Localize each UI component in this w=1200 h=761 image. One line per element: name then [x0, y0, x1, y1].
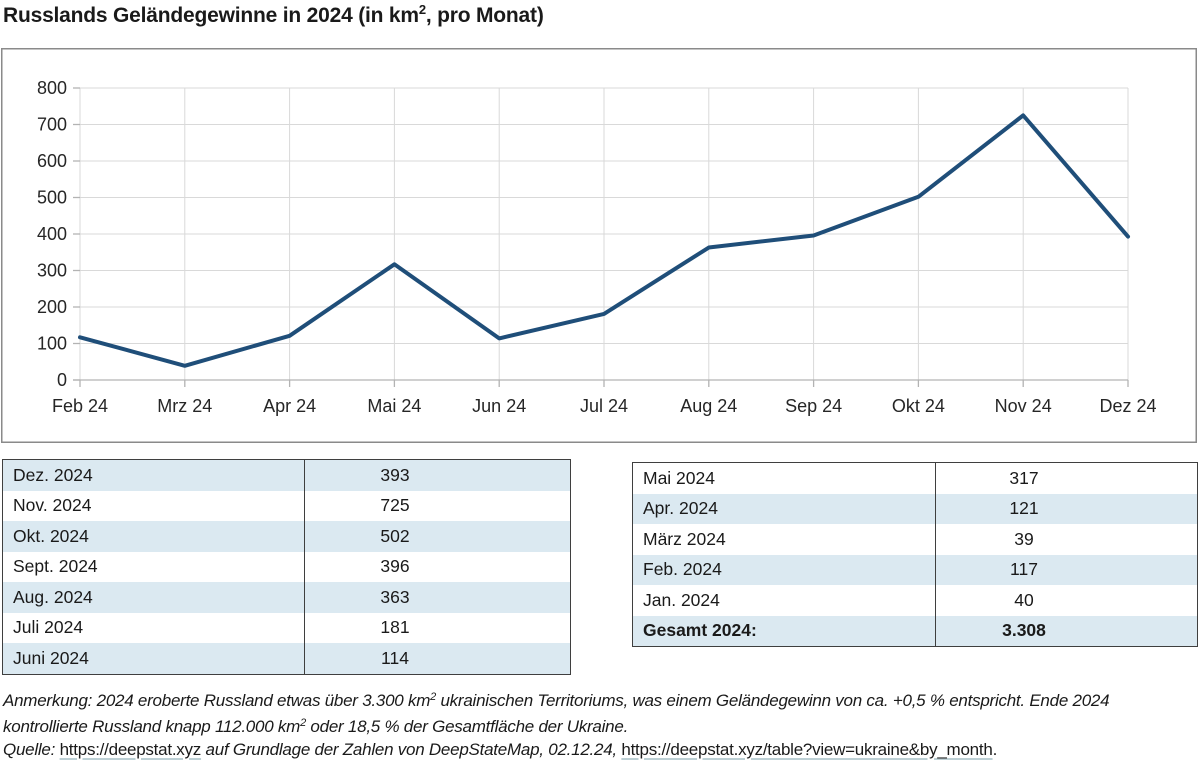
y-axis-label: 0 — [57, 370, 67, 390]
footnote-line: kontrollierte Russland knapp 112.000 km2… — [3, 712, 1109, 738]
y-axis-label: 400 — [37, 224, 67, 244]
table-row: Feb. 2024 117 — [632, 554, 1198, 585]
table-row: Jan. 2024 40 — [633, 585, 1198, 616]
footnote-text-segment: 2 — [300, 717, 306, 730]
table-row: Nov. 2024 725 — [3, 490, 571, 521]
footnote-line: Anmerkung: 2024 eroberte Russland etwas … — [3, 686, 1110, 712]
table-body: Mai 2024 317 Apr. 2024 121 März 2024 39 Feb. 2… — [632, 462, 1198, 647]
value-cell: 121 — [935, 493, 1198, 524]
month-cell: Gesamt 2024: — [632, 615, 936, 647]
value-cell: 502 — [304, 521, 571, 552]
footnote-line: Quelle: https://deepstat.xyz auf Grundla… — [3, 739, 1109, 761]
x-axis-label: Jun 24 — [472, 396, 526, 416]
table-row: Juni 2024 114 — [2, 643, 571, 674]
footnote-text-segment: Quelle: — [3, 739, 60, 759]
line-chart: Feb 24 Mrz 24 Apr 24 Mai 24 Jun 24 Jul 24 Aug … — [1, 48, 1197, 443]
month-cell: Sept. 2024 — [13, 556, 98, 577]
y-axis-label: 200 — [37, 297, 67, 317]
title-suffix: , pro Monat) — [425, 4, 544, 27]
x-axis-label: Mrz 24 — [157, 396, 212, 416]
month-cell: Okt. 2024 — [2, 521, 305, 552]
table-row: Gesamt 2024: 3.308 — [632, 615, 1198, 647]
y-axis-label: 100 — [37, 334, 67, 354]
footnote-text-segment: 2 — [430, 691, 436, 703]
value-cell: 40 — [935, 585, 1198, 616]
footnote-text-segment: Anmerkung: 2024 eroberte Russland etwas … — [3, 691, 431, 710]
x-axis-label: Apr 24 — [263, 396, 316, 416]
table-body: Dez. 2024 393 Nov. 2024 725 Okt. 2024 502 Sept… — [2, 459, 571, 674]
x-axis-label: Okt 24 — [892, 396, 945, 416]
title-prefix: Russlands Geländegewinne in 2024 (in km — [3, 4, 419, 27]
footnote-block: Anmerkung: 2024 eroberte Russland etwas … — [3, 686, 1110, 761]
value-cell: 393 — [304, 459, 571, 491]
month-cell: Juli 2024 — [13, 617, 84, 638]
data-line — [78, 113, 1130, 368]
title-superscript: 2 — [418, 2, 426, 17]
table-row: Mai 2024 317 — [633, 462, 1198, 494]
y-axis-label: 500 — [37, 188, 67, 208]
monthly-gains-table-jan-mai-total: Mai 2024 317 Apr. 2024 121 März 2024 39 Feb. 2… — [632, 462, 1198, 647]
month-cell: Aug. 2024 — [2, 582, 305, 613]
y-axis-label: 600 — [37, 151, 67, 171]
month-cell: Jan. 2024 — [643, 589, 720, 610]
footnote-text-segment: . — [992, 739, 998, 759]
value-cell: 363 — [304, 582, 571, 613]
y-axis-label: 300 — [37, 261, 67, 281]
chart-border — [1, 48, 1197, 443]
value-cell: 317 — [935, 462, 1198, 494]
x-axis-label: Nov 24 — [995, 396, 1052, 416]
footnote-text-segment: ukrainischen Territoriums, was einem Gel… — [436, 691, 1110, 710]
table-row: Okt. 2024 502 — [2, 521, 571, 552]
value-cell: 39 — [935, 524, 1198, 555]
value-cell: 117 — [935, 554, 1198, 585]
chart-area: Feb 24 Mrz 24 Apr 24 Mai 24 Jun 24 Jul 24 Aug … — [1, 48, 1197, 443]
table-row: Dez. 2024 393 — [2, 459, 571, 491]
x-axis-label: Feb 24 — [52, 396, 108, 416]
x-axis-label: Dez 24 — [1099, 396, 1156, 416]
table-row: Juli 2024 181 — [3, 612, 571, 643]
value-cell: 3.308 — [935, 615, 1198, 647]
footnote-text-segment: kontrollierte Russland knapp 112.000 km — [3, 717, 301, 737]
source-link[interactable]: https://deepstat.xyz — [59, 739, 202, 759]
month-cell: März 2024 — [643, 528, 726, 549]
y-axis-label: 700 — [37, 115, 67, 135]
footnote-text-segment: oder 18,5 % der Gesamtfläche der Ukraine… — [305, 717, 629, 737]
month-cell: Mai 2024 — [643, 467, 715, 488]
month-cell: Feb. 2024 — [632, 554, 936, 585]
table-row: März 2024 39 — [633, 524, 1198, 555]
value-cell: 396 — [304, 551, 571, 582]
x-axis-label: Sep 24 — [785, 396, 842, 416]
x-axis-label: Jul 24 — [580, 396, 628, 416]
y-axis-label: 800 — [37, 78, 67, 98]
page-title: Russlands Geländegewinne in 2024 (in km2… — [3, 2, 544, 28]
monthly-gains-table-jun-dec: Dez. 2024 393 Nov. 2024 725 Okt. 2024 502 Sept… — [2, 459, 571, 675]
month-cell: Nov. 2024 — [13, 495, 92, 516]
x-axis-label: Aug 24 — [680, 396, 737, 416]
value-cell: 181 — [304, 612, 571, 643]
month-cell: Apr. 2024 — [632, 493, 936, 524]
table-row: Sept. 2024 396 — [3, 551, 571, 582]
month-cell: Juni 2024 — [2, 643, 305, 674]
table-row: Apr. 2024 121 — [632, 493, 1198, 524]
footnote-text-segment: auf Grundlage der Zahlen von DeepStateMa… — [201, 739, 622, 759]
value-cell: 725 — [304, 490, 571, 521]
x-axis-label: Mai 24 — [367, 396, 421, 416]
source-link[interactable]: https://deepstat.xyz/table?view=ukraine&… — [621, 739, 993, 759]
month-cell: Dez. 2024 — [2, 459, 305, 491]
table-row: Aug. 2024 363 — [2, 582, 571, 613]
value-cell: 114 — [304, 643, 571, 674]
